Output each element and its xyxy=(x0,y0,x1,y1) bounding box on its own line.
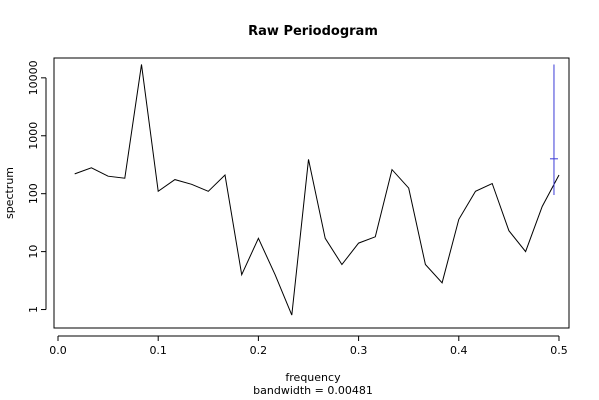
x-tick-label: 0.3 xyxy=(350,344,368,357)
plot-area xyxy=(74,64,560,316)
x-tick-label: 0.5 xyxy=(550,344,568,357)
x-axis-label: frequency xyxy=(285,371,341,384)
y-axis: 1 10 100 1000 10000 xyxy=(27,60,47,313)
x-tick-label: 0.4 xyxy=(450,344,468,357)
bandwidth-label: bandwidth = 0.00481 xyxy=(253,384,373,397)
chart-title: Raw Periodogram xyxy=(248,24,378,39)
y-tick-label: 10000 xyxy=(27,60,40,95)
y-tick-label: 1 xyxy=(27,306,40,313)
x-tick-label: 0.2 xyxy=(250,344,268,357)
y-axis-label: spectrum xyxy=(3,167,16,219)
y-tick-label: 100 xyxy=(27,183,40,204)
y-tick-label: 10 xyxy=(27,245,40,259)
y-tick-label: 1000 xyxy=(27,122,40,150)
x-tick-label: 0.0 xyxy=(49,344,67,357)
x-axis: 0.0 0.1 0.2 0.3 0.4 0.5 xyxy=(49,335,568,357)
plot-frame xyxy=(53,57,570,329)
x-tick-label: 0.1 xyxy=(149,344,167,357)
spectrum-line xyxy=(74,64,560,316)
